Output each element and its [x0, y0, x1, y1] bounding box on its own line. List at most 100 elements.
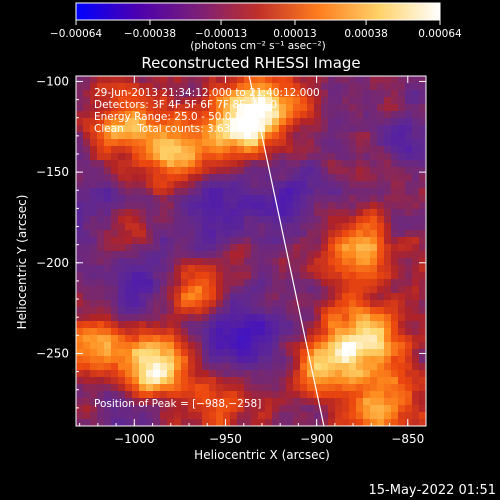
heatmap-cell	[384, 202, 392, 210]
heatmap-cell	[90, 195, 98, 203]
colorbar-unit-label: (photons cm⁻² s⁻¹ asec⁻²)	[190, 40, 325, 52]
heatmap-cell	[181, 188, 189, 196]
heatmap-cell	[167, 342, 175, 350]
heatmap-cell	[370, 216, 378, 224]
heatmap-cell	[265, 335, 273, 343]
heatmap-cell	[328, 83, 336, 91]
heatmap-cell	[314, 419, 322, 426]
heatmap-cell	[412, 188, 420, 196]
heatmap-cell	[216, 160, 224, 168]
heatmap-cell	[342, 90, 350, 98]
heatmap-cell	[412, 370, 420, 378]
heatmap-cell	[377, 104, 385, 112]
heatmap-cell	[258, 342, 266, 350]
heatmap-cell	[83, 90, 91, 98]
heatmap-cell	[209, 111, 217, 119]
heatmap-cell	[111, 342, 119, 350]
heatmap-cell	[146, 300, 154, 308]
heatmap-cell	[153, 160, 161, 168]
heatmap-cell	[244, 335, 252, 343]
heatmap-cell	[97, 293, 105, 301]
heatmap-cell	[363, 104, 371, 112]
heatmap-cell	[412, 230, 420, 238]
heatmap-cell	[195, 258, 203, 266]
heatmap-cell	[258, 307, 266, 315]
heatmap-cell	[356, 160, 364, 168]
heatmap-cell	[188, 195, 196, 203]
heatmap-cell	[314, 90, 322, 98]
heatmap-cell	[314, 244, 322, 252]
heatmap-cell	[286, 370, 294, 378]
heatmap-cell	[370, 265, 378, 273]
heatmap-cell	[188, 146, 196, 154]
heatmap-cell	[321, 251, 329, 259]
heatmap-cell	[237, 405, 245, 413]
heatmap-cell	[202, 90, 210, 98]
heatmap-cell	[223, 195, 231, 203]
heatmap-cell	[412, 223, 420, 231]
heatmap-cell	[76, 377, 84, 385]
heatmap-cell	[272, 384, 280, 392]
heatmap-cell	[377, 391, 385, 399]
heatmap-cell	[104, 202, 112, 210]
heatmap-cell	[174, 363, 182, 371]
heatmap-cell	[76, 391, 84, 399]
heatmap-cell	[370, 202, 378, 210]
heatmap-cell	[251, 293, 259, 301]
heatmap-cell	[384, 314, 392, 322]
heatmap-cell	[342, 342, 350, 350]
heatmap-cell	[293, 272, 301, 280]
heatmap-cell	[132, 419, 140, 426]
heatmap-cell	[76, 132, 84, 140]
heatmap-cell	[391, 279, 399, 287]
heatmap-cell	[377, 132, 385, 140]
heatmap-cell	[202, 104, 210, 112]
heatmap-cell	[132, 384, 140, 392]
heatmap-cell	[405, 97, 413, 105]
heatmap-cell	[286, 328, 294, 336]
heatmap-cell	[97, 314, 105, 322]
heatmap-cell	[349, 244, 357, 252]
heatmap-cell	[272, 419, 280, 426]
heatmap-cell	[90, 398, 98, 406]
heatmap-cell	[146, 167, 154, 175]
heatmap-cell	[167, 412, 175, 420]
heatmap-cell	[167, 349, 175, 357]
heatmap-cell	[153, 265, 161, 273]
heatmap-cell	[272, 363, 280, 371]
heatmap-cell	[307, 391, 315, 399]
heatmap-cell	[230, 83, 238, 91]
heatmap-cell	[125, 342, 133, 350]
y-axis: −100−150−200−250	[36, 74, 426, 427]
heatmap-cell	[370, 258, 378, 266]
heatmap-cell	[237, 104, 245, 112]
heatmap-cell	[125, 349, 133, 357]
heatmap-cell	[321, 216, 329, 224]
heatmap-cell	[258, 83, 266, 91]
heatmap-cell	[244, 356, 252, 364]
heatmap-cell	[419, 412, 426, 420]
heatmap-cell	[230, 111, 238, 119]
heatmap-cell	[132, 405, 140, 413]
heatmap-cell	[349, 405, 357, 413]
heatmap-cell	[167, 209, 175, 217]
heatmap-cell	[209, 104, 217, 112]
heatmap-cell	[118, 153, 126, 161]
heatmap-cell	[419, 314, 426, 322]
heatmap-cell	[370, 377, 378, 385]
heatmap-cell	[111, 111, 119, 119]
heatmap-cell	[83, 356, 91, 364]
heatmap-cell	[97, 76, 105, 84]
heatmap-cell	[83, 230, 91, 238]
heatmap-cell	[258, 118, 266, 126]
heatmap-cell	[167, 356, 175, 364]
heatmap-cell	[146, 377, 154, 385]
heatmap-cell	[286, 286, 294, 294]
heatmap-cell	[104, 391, 112, 399]
heatmap-cell	[363, 377, 371, 385]
heatmap-cell	[139, 307, 147, 315]
heatmap-cell	[188, 188, 196, 196]
heatmap-cell	[405, 153, 413, 161]
heatmap-cell	[328, 265, 336, 273]
